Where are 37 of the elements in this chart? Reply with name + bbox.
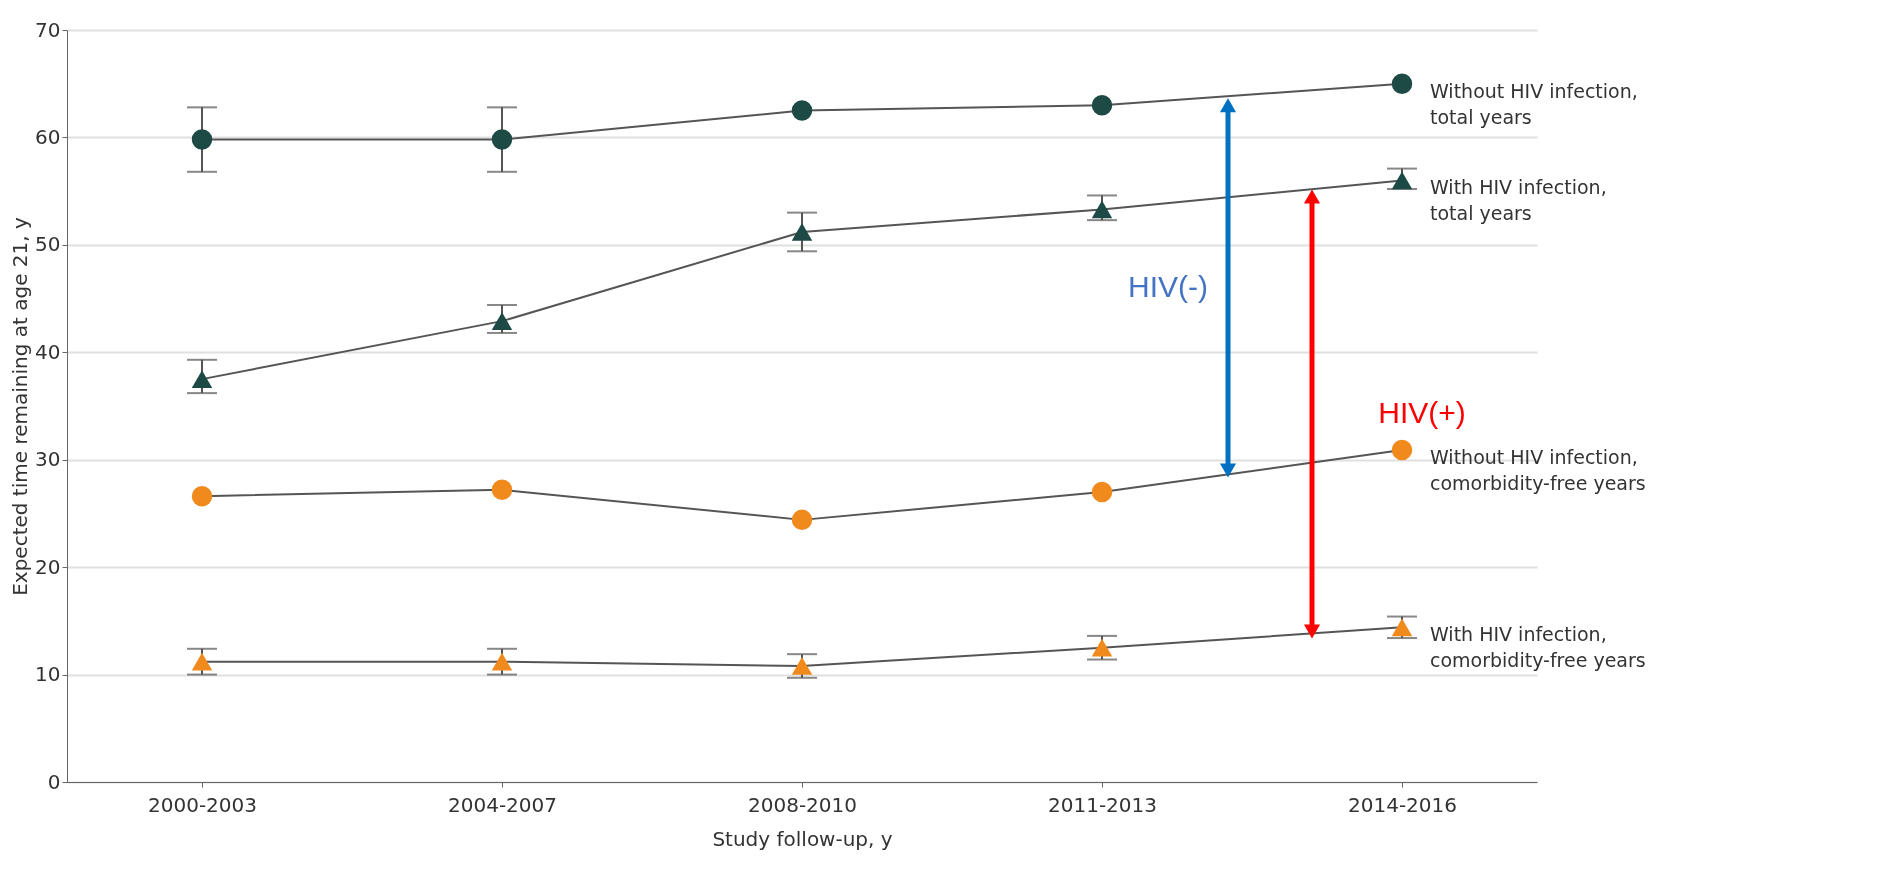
y-axis-title: Expected time remaining at age 21, y xyxy=(8,217,33,596)
series-label: With HIV infection, comorbidity-free years xyxy=(1430,623,1646,672)
series-label: Without HIV infection, total years xyxy=(1430,79,1638,128)
y-tick-label: 30 xyxy=(35,447,61,472)
y-tick-label: 0 xyxy=(47,769,61,794)
annotation: HIV(+) xyxy=(1378,396,1466,430)
y-tick-label: 10 xyxy=(35,662,61,687)
point xyxy=(1091,200,1113,219)
series-label: With HIV infection, total years xyxy=(1430,176,1607,225)
point xyxy=(1391,439,1413,461)
point xyxy=(791,100,813,121)
point xyxy=(1091,481,1113,503)
x-tick-label: 2011-2013 xyxy=(1047,792,1158,817)
series-label: Without HIV infection, comorbidity-free years xyxy=(1430,446,1646,495)
point xyxy=(791,223,813,241)
x-tick-label: 2014-2016 xyxy=(1347,792,1458,817)
annotation: HIV(-) xyxy=(1128,269,1208,303)
point xyxy=(191,652,213,671)
point xyxy=(491,479,513,501)
y-tick-label: 60 xyxy=(35,124,61,149)
y-tick-label: 50 xyxy=(35,232,61,257)
point xyxy=(791,509,813,531)
x-tick-label: 2000-2003 xyxy=(147,792,258,817)
y-tick-label: 40 xyxy=(35,339,61,364)
point xyxy=(491,652,513,671)
point xyxy=(1391,73,1413,94)
point xyxy=(491,129,513,150)
point xyxy=(191,370,213,389)
point xyxy=(491,312,513,331)
x-axis-title: Study follow-up, y xyxy=(712,826,893,851)
x-tick-label: 2008-2010 xyxy=(747,792,858,817)
point xyxy=(1091,94,1113,116)
x-tick-label: 2004-2007 xyxy=(447,792,558,817)
point xyxy=(191,129,213,150)
y-tick-label: 70 xyxy=(35,17,61,42)
point xyxy=(191,486,213,507)
y-tick-label: 20 xyxy=(35,554,61,579)
